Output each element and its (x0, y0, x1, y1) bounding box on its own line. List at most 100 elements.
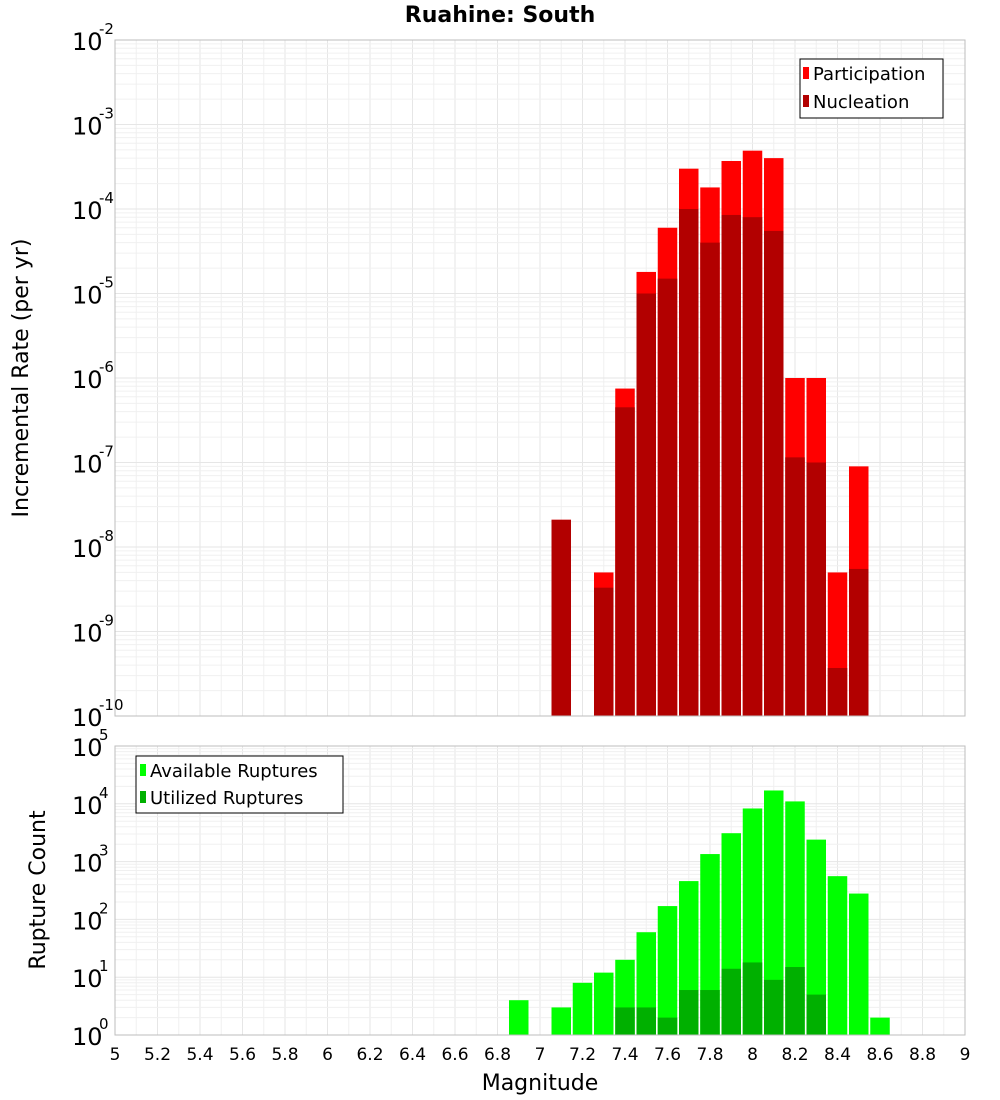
rate-y-tick-exponent: -8 (99, 527, 114, 545)
x-tick-label: 6.8 (484, 1045, 511, 1065)
x-tick-label: 7.4 (611, 1045, 638, 1065)
participation-legend-swatch (803, 67, 809, 79)
x-tick-label: 5.4 (186, 1045, 213, 1065)
rate-y-tick-label: 10 (72, 366, 103, 394)
count-y-tick-label: 10 (72, 734, 103, 762)
rate-y-tick-label: 10 (72, 28, 103, 56)
nucleation-bar (594, 588, 614, 716)
x-tick-label: 6 (322, 1045, 333, 1065)
utilized-ruptures-legend-label: Utilized Ruptures (150, 788, 303, 809)
x-tick-label: 8 (747, 1045, 758, 1065)
x-tick-label: 6.2 (356, 1045, 383, 1065)
utilized-ruptures-bar (785, 967, 805, 1035)
nucleation-bar (764, 231, 784, 716)
x-tick-label: 7.2 (569, 1045, 596, 1065)
utilized-ruptures-bar (722, 969, 742, 1035)
nucleation-bar (658, 279, 678, 716)
nucleation-bar (828, 668, 848, 716)
count-y-tick-label: 10 (72, 850, 103, 878)
x-tick-label: 9 (960, 1045, 971, 1065)
utilized-ruptures-legend-swatch (140, 791, 146, 803)
rate-y-tick-exponent: -2 (99, 20, 114, 38)
rate-y-tick-label: 10 (72, 620, 103, 648)
count-y-tick-exponent: 5 (99, 726, 109, 744)
x-tick-label: 5 (110, 1045, 121, 1065)
rate-y-tick-exponent: -5 (99, 274, 114, 292)
rate-y-tick-exponent: -6 (99, 358, 114, 376)
x-tick-label: 7 (535, 1045, 546, 1065)
count-y-tick-exponent: 4 (99, 784, 109, 802)
rate-y-tick-exponent: -3 (99, 105, 114, 123)
count-y-tick-exponent: 0 (99, 1015, 109, 1033)
x-tick-label: 6.4 (399, 1045, 426, 1065)
rate-y-tick-label: 10 (72, 197, 103, 225)
count-y-tick-label: 10 (72, 965, 103, 993)
count-y-tick-label: 10 (72, 907, 103, 935)
rate-y-tick-label: 10 (72, 704, 103, 732)
rate-legend: Participation Nucleation (800, 59, 943, 118)
utilized-ruptures-bar (764, 980, 784, 1035)
x-tick-label: 8.6 (866, 1045, 893, 1065)
rate-y-tick-label: 10 (72, 535, 103, 563)
available-ruptures-bar (509, 1000, 529, 1035)
rate-y-axis-label: Incremental Rate (per yr) (9, 239, 34, 518)
nucleation-bar (743, 217, 763, 716)
nucleation-bar (807, 463, 827, 717)
count-y-tick-label: 10 (72, 1023, 103, 1051)
count-y-axis-label: Rupture Count (26, 810, 51, 970)
x-tick-label: 7.6 (654, 1045, 681, 1065)
available-ruptures-bar (828, 876, 848, 1035)
x-tick-label: 5.6 (229, 1045, 256, 1065)
available-ruptures-bar (594, 973, 614, 1035)
nucleation-bar (700, 243, 720, 716)
nucleation-bar (722, 215, 742, 716)
rate-y-tick-exponent: -9 (99, 612, 114, 630)
utilized-ruptures-bar (743, 962, 763, 1035)
mfd-chart: Ruahine: South 10-1010-910-810-710-610-5… (0, 0, 1000, 1100)
rate-y-tick-exponent: -4 (99, 189, 114, 207)
rate-y-tick-exponent: -10 (99, 696, 124, 714)
x-tick-label: 5.8 (271, 1045, 298, 1065)
available-ruptures-bar (573, 983, 593, 1035)
available-ruptures-legend-label: Available Ruptures (150, 761, 318, 782)
rate-y-tick-exponent: -7 (99, 443, 114, 461)
rate-y-tick-label: 10 (72, 113, 103, 141)
nucleation-bar (615, 407, 635, 716)
x-tick-label: 8.8 (909, 1045, 936, 1065)
utilized-ruptures-bar (679, 990, 699, 1035)
available-ruptures-bar (870, 1018, 890, 1035)
nucleation-legend-label: Nucleation (813, 92, 909, 113)
available-ruptures-bar (658, 906, 678, 1035)
x-axis-label: Magnitude (482, 1071, 599, 1096)
available-ruptures-legend-swatch (140, 764, 146, 776)
chart-title: Ruahine: South (405, 3, 596, 28)
x-tick-label: 8.2 (781, 1045, 808, 1065)
nucleation-bar (637, 294, 657, 717)
count-y-tick-exponent: 1 (99, 957, 109, 975)
rate-y-tick-label: 10 (72, 451, 103, 479)
available-ruptures-bar (552, 1007, 572, 1035)
participation-legend-label: Participation (813, 64, 925, 85)
x-tick-label: 8.4 (824, 1045, 851, 1065)
x-tick-label: 6.6 (441, 1045, 468, 1065)
nucleation-bar (849, 569, 869, 716)
nucleation-bar (785, 457, 805, 716)
count-legend: Available Ruptures Utilized Ruptures (136, 756, 343, 813)
count-y-tick-label: 10 (72, 792, 103, 820)
x-tick-label: 7.8 (696, 1045, 723, 1065)
count-y-tick-exponent: 2 (99, 899, 109, 917)
x-tick-label: 5.2 (144, 1045, 171, 1065)
nucleation-bar (679, 209, 699, 716)
count-y-tick-exponent: 3 (99, 842, 109, 860)
rate-y-tick-label: 10 (72, 282, 103, 310)
utilized-ruptures-bar (637, 1007, 657, 1035)
utilized-ruptures-bar (615, 1007, 635, 1035)
nucleation-bar (552, 520, 572, 716)
utilized-ruptures-bar (700, 990, 720, 1035)
utilized-ruptures-bar (658, 1018, 678, 1035)
utilized-ruptures-bar (807, 995, 827, 1035)
nucleation-legend-swatch (803, 95, 809, 107)
available-ruptures-bar (849, 894, 869, 1035)
